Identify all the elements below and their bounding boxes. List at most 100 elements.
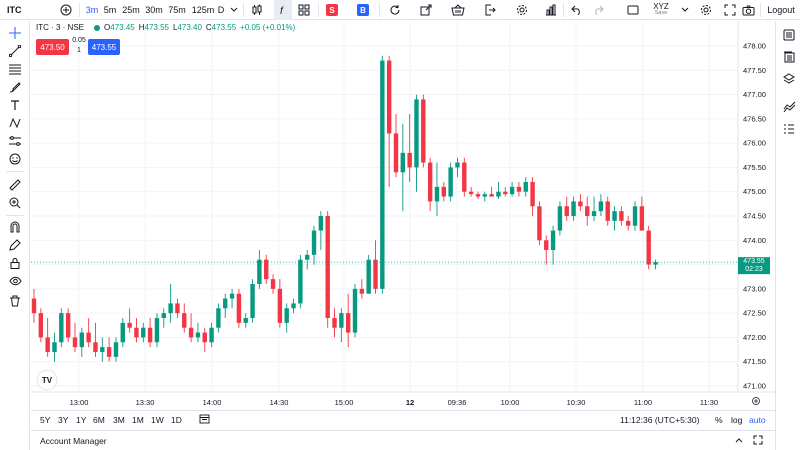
range-5y[interactable]: 5Y xyxy=(40,415,51,425)
candle xyxy=(632,201,638,231)
bar-chart-icon[interactable] xyxy=(543,0,559,20)
candle xyxy=(298,254,303,309)
candle-body xyxy=(646,230,651,265)
timeframe-5m[interactable]: 5m xyxy=(103,5,117,15)
stay-drawing-icon[interactable] xyxy=(6,237,24,253)
timeframe-d[interactable]: D xyxy=(217,5,225,15)
candle-body xyxy=(455,162,460,168)
legend-high: 473.55 xyxy=(144,23,169,32)
range-1m[interactable]: 1M xyxy=(132,415,144,425)
symbol-search[interactable]: ITC xyxy=(7,5,22,15)
quantity-input[interactable]: 1 xyxy=(77,47,81,54)
redo-icon[interactable] xyxy=(590,0,606,20)
trash-icon[interactable] xyxy=(6,293,24,309)
account-manager-title[interactable]: Account Manager xyxy=(40,436,107,446)
basket-icon[interactable] xyxy=(450,0,466,20)
legend-title[interactable]: ITC · 3 · NSE xyxy=(36,23,85,32)
pattern-icon[interactable] xyxy=(6,115,24,131)
ruler-icon[interactable] xyxy=(6,177,24,193)
range-3y[interactable]: 3Y xyxy=(58,415,69,425)
clock-timezone[interactable]: 11:12:36 (UTC+5:30) xyxy=(620,415,700,425)
goto-date-icon[interactable] xyxy=(199,414,210,426)
candle-body xyxy=(202,332,207,343)
fullscreen-icon[interactable] xyxy=(722,0,738,20)
lock-icon[interactable] xyxy=(6,255,24,271)
timeframe-3m[interactable]: 3m xyxy=(85,5,99,15)
timeframe-30m[interactable]: 30m xyxy=(145,5,163,15)
sell-badge: S xyxy=(326,4,338,16)
maximize-icon[interactable] xyxy=(753,435,763,447)
range-3m[interactable]: 3M xyxy=(113,415,125,425)
buy-badge: B xyxy=(357,4,369,16)
candle-body xyxy=(639,206,645,231)
logout-button[interactable]: Logout xyxy=(767,5,795,15)
settings-gear-icon[interactable] xyxy=(514,0,530,20)
layout-name: XYZ xyxy=(653,2,669,12)
watchlist-icon[interactable] xyxy=(780,27,798,43)
text-tool-icon[interactable] xyxy=(6,97,24,113)
candle-body xyxy=(653,262,658,265)
log-scale-toggle[interactable]: log xyxy=(731,415,743,425)
price-tick-label: 475.50 xyxy=(743,163,766,172)
crosshair-icon[interactable] xyxy=(6,25,24,41)
trend-line-icon[interactable] xyxy=(6,43,24,59)
chart-settings-icon[interactable] xyxy=(698,0,714,20)
measure-icon[interactable] xyxy=(6,133,24,149)
ideas-icon[interactable] xyxy=(780,99,798,115)
candle-body xyxy=(147,327,153,343)
magnet-icon[interactable] xyxy=(6,219,24,235)
buy-price-button[interactable]: 473.55 xyxy=(88,39,120,55)
camera-icon[interactable] xyxy=(740,0,756,20)
candles-icon[interactable] xyxy=(249,0,265,20)
zoom-in-icon[interactable] xyxy=(6,195,24,211)
candle xyxy=(229,288,235,309)
candle xyxy=(168,284,173,323)
range-6m[interactable]: 6M xyxy=(93,415,105,425)
range-1y[interactable]: 1Y xyxy=(76,415,87,425)
alerts-list-icon[interactable] xyxy=(780,49,798,65)
candle xyxy=(386,55,392,187)
timeframe-25m[interactable]: 25m xyxy=(122,5,140,15)
refresh-icon[interactable] xyxy=(387,0,403,20)
sell-button[interactable]: S xyxy=(325,0,339,20)
candle xyxy=(188,313,194,343)
candle-body xyxy=(79,332,85,348)
timeframe-125m[interactable]: 125m xyxy=(191,5,215,15)
chevron-down-icon[interactable] xyxy=(229,0,239,20)
buy-button[interactable]: B xyxy=(356,0,370,20)
candle xyxy=(86,318,91,348)
layout-chevron-down-icon[interactable] xyxy=(680,0,690,20)
range-1d[interactable]: 1D xyxy=(171,415,182,425)
spread-value: 0.05 xyxy=(72,37,86,44)
candle-body xyxy=(175,303,180,314)
emoji-icon[interactable] xyxy=(6,151,24,167)
fullscreen-box-icon[interactable] xyxy=(625,0,641,20)
price-tick-label: 478.00 xyxy=(743,42,766,51)
open-external-icon[interactable] xyxy=(418,0,434,20)
range-1w[interactable]: 1W xyxy=(151,415,164,425)
sell-price-button[interactable]: 473.50 xyxy=(36,39,69,55)
menu-list-icon[interactable] xyxy=(780,121,798,137)
candle xyxy=(345,293,351,348)
candle-body xyxy=(414,99,419,168)
undo-icon[interactable] xyxy=(569,0,585,20)
fib-lines-icon[interactable] xyxy=(6,61,24,77)
candle-body xyxy=(421,99,426,163)
time-tick-label: 14:30 xyxy=(270,398,289,407)
indicators-icon[interactable]: f xyxy=(274,0,292,20)
add-symbol-icon[interactable] xyxy=(58,0,74,20)
percent-scale-toggle[interactable]: % xyxy=(715,415,723,425)
auto-scroll-icon[interactable] xyxy=(752,397,760,405)
eye-icon[interactable] xyxy=(6,273,24,289)
candle-body xyxy=(373,259,378,289)
auto-scale-toggle[interactable]: auto xyxy=(749,415,766,425)
timeframe-75m[interactable]: 75m xyxy=(168,5,186,15)
layout-name-button[interactable]: XYZ Save xyxy=(648,0,674,20)
exit-position-icon[interactable] xyxy=(482,0,498,20)
brush-icon[interactable] xyxy=(6,79,24,95)
layers-icon[interactable] xyxy=(780,71,798,87)
chevron-up-icon[interactable] xyxy=(734,435,744,447)
tradingview-logo: TV xyxy=(36,369,58,391)
layout-grid-icon[interactable] xyxy=(296,0,312,20)
